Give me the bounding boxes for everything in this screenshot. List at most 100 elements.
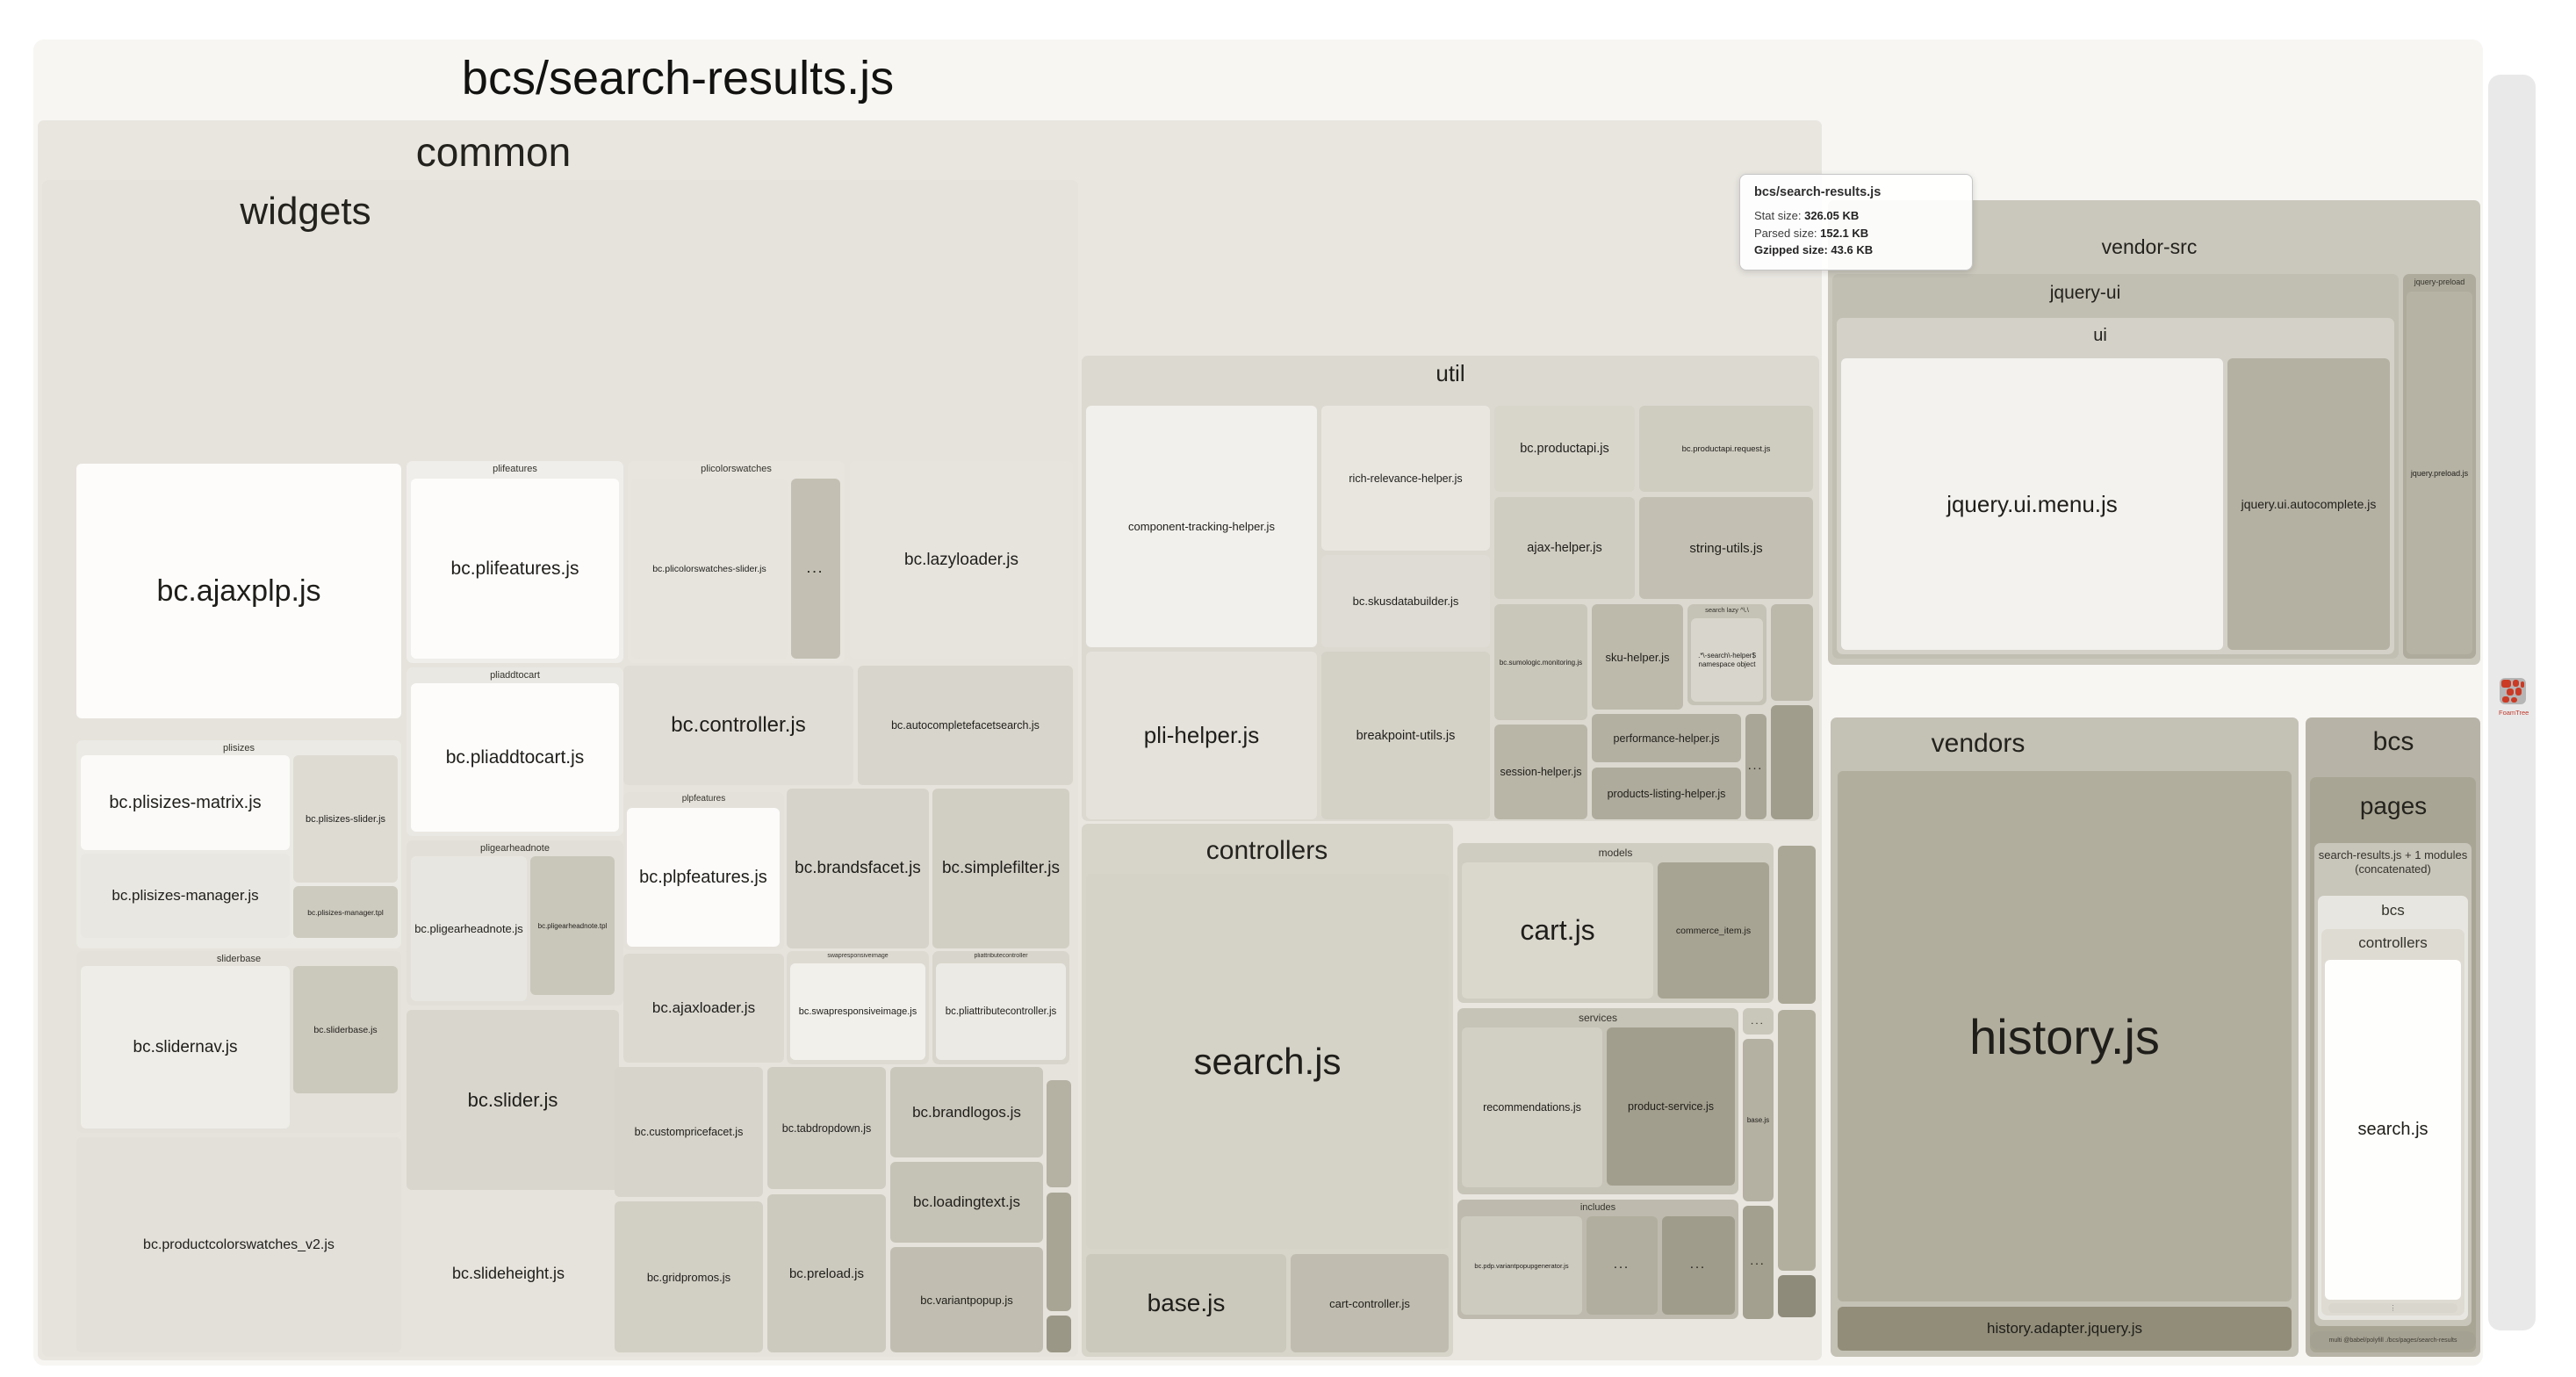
group-label-jquery-ui: jquery-ui — [2049, 283, 2121, 303]
node-bc-ajaxloader-js[interactable]: bc.ajaxloader.js — [623, 954, 784, 1063]
node-pli-helper-js[interactable]: pli-helper.js — [1086, 652, 1317, 819]
node-session-helper-js[interactable]: session-helper.js — [1494, 725, 1587, 819]
group-label-common: common — [415, 129, 572, 175]
node-bc-plisizes-matrix-js[interactable]: bc.plisizes-matrix.js — [81, 755, 290, 850]
tooltip-title: bcs/search-results.js — [1754, 185, 1882, 199]
node-commerce-item-js[interactable]: commerce_item.js — [1658, 862, 1769, 999]
node-bc-brandsfacet-js[interactable]: bc.brandsfacet.js — [787, 789, 929, 948]
foamtree-attribution[interactable]: FoamTree — [2499, 678, 2529, 717]
node-jquery-ui-autocomplete-js[interactable]: jquery.ui.autocomplete.js — [2227, 358, 2390, 650]
group-label-ui: ui — [2093, 326, 2107, 345]
foamtree-attribution-label: FoamTree — [2499, 709, 2529, 717]
node-small-module[interactable] — [1047, 1316, 1071, 1352]
node-rich-relevance-helper-js[interactable]: rich-relevance-helper.js — [1321, 406, 1490, 551]
node-performance-helper-js[interactable]: performance-helper.js — [1592, 714, 1741, 762]
node-bc-plisizes-manager-tpl[interactable]: bc.plisizes-manager.tpl — [293, 886, 398, 938]
node-history-adapter-jquery-js[interactable]: history.adapter.jquery.js — [1838, 1307, 2292, 1351]
group-label-widgets: widgets — [240, 190, 371, 233]
node-ajax-helper-js[interactable]: ajax-helper.js — [1494, 497, 1635, 599]
node-bc-tabdropdown-js[interactable]: bc.tabdropdown.js — [767, 1067, 886, 1189]
node-bc-pliaddtocart-js[interactable]: bc.pliaddtocart.js — [411, 683, 619, 832]
node-products-listing-helper-js[interactable]: products-listing-helper.js — [1592, 768, 1741, 819]
node-ellipsis[interactable]: ... — [1587, 1216, 1658, 1315]
group-label-pliattributecontroller: pliattributecontroller — [974, 953, 1028, 959]
group-label-plicolorswatches: plicolorswatches — [701, 464, 772, 474]
node-recommendations-js[interactable]: recommendations.js — [1462, 1027, 1602, 1187]
group-label-sliderbase: sliderbase — [216, 954, 262, 964]
node-bc-productcolorswatches-v2-js[interactable]: bc.productcolorswatches_v2.js — [76, 1137, 401, 1352]
node-sku-helper-js[interactable]: sku-helper.js — [1592, 604, 1683, 710]
node-bc-slider-js[interactable]: bc.slider.js — [407, 1010, 619, 1190]
node-string-utils-js[interactable]: string-utils.js — [1639, 497, 1813, 599]
group-label-search-results-concat: search-results.js + 1 modules (concatena… — [2318, 848, 2468, 876]
group-label-includes: includes — [1579, 1202, 1616, 1213]
node-bc-lazyloader-js[interactable]: bc.lazyloader.js — [850, 461, 1073, 659]
node-bc-pligearheadnote-tpl[interactable]: bc.pligearheadnote.tpl — [530, 856, 615, 995]
node-bc-swapresponsiveimage-js[interactable]: bc.swapresponsiveimage.js — [790, 963, 925, 1060]
node-ellipsis[interactable]: ... — [791, 479, 840, 659]
node-small-module[interactable] — [1778, 1275, 1816, 1317]
node-controllers-base-js[interactable]: base.js — [1086, 1254, 1286, 1352]
node-bc-custompricefacet-js[interactable]: bc.custompricefacet.js — [615, 1067, 763, 1197]
group-label-pligearheadnote: pligearheadnote — [480, 843, 550, 854]
node-ellipsis[interactable]: ... — [1743, 1008, 1774, 1035]
node-bc-ajaxplp-js[interactable]: bc.ajaxplp.js — [76, 464, 401, 718]
node-cart-js[interactable]: cart.js — [1462, 862, 1653, 999]
node-jquery-preload-js[interactable]: jquery.preload.js — [2407, 292, 2472, 654]
node-ellipsis[interactable]: ... — [1662, 1216, 1735, 1315]
group-label-controllers: controllers — [1205, 836, 1328, 865]
node-bc-skusdatabuilder-js[interactable]: bc.skusdatabuilder.js — [1321, 555, 1490, 647]
node-small-module[interactable] — [1778, 1010, 1816, 1271]
node-multi-babel-polyfill-entry[interactable]: multi @babel/polyfill ./bcs/pages/search… — [2310, 1331, 2476, 1350]
node-bc-plisizes-slider-js[interactable]: bc.plisizes-slider.js — [293, 755, 398, 883]
group-label-models: models — [1598, 847, 1633, 859]
node-bc-pliattributecontroller-js[interactable]: bc.pliattributecontroller.js — [936, 963, 1066, 1060]
node-cart-controller-js[interactable]: cart-controller.js — [1291, 1254, 1449, 1352]
tooltip-gzipped-size: Gzipped size: 43.6 KB — [1754, 243, 1874, 256]
node-component-tracking-helper-js[interactable]: component-tracking-helper.js — [1086, 406, 1317, 647]
node-history-js[interactable]: history.js — [1838, 771, 2292, 1301]
node-controllers-search-js[interactable]: search.js — [1086, 874, 1449, 1249]
node-small-module[interactable] — [1771, 705, 1813, 819]
node-product-service-js[interactable]: product-service.js — [1607, 1027, 1735, 1186]
node-bc-plisizes-manager-js[interactable]: bc.plisizes-manager.js — [81, 854, 290, 938]
node-small-module[interactable] — [1771, 604, 1813, 701]
group-label-bcs: bcs — [2372, 727, 2414, 756]
node-bc-brandlogos-js[interactable]: bc.brandlogos.js — [890, 1067, 1043, 1157]
node-ellipsis[interactable]: ... — [1743, 1206, 1774, 1319]
node-bc-sumologic-monitoring-js[interactable]: bc.sumologic.monitoring.js — [1494, 604, 1587, 720]
tooltip-parsed-size: Parsed size: 152.1 KB — [1754, 226, 1869, 240]
node-breakpoint-utils-js[interactable]: breakpoint-utils.js — [1321, 652, 1490, 819]
node-bc-productapi-js[interactable]: bc.productapi.js — [1494, 406, 1635, 492]
node-bc-pdp-variantpopupgenerator-js[interactable]: bc.pdp.variantpopupgenerator.js — [1461, 1216, 1582, 1315]
group-label-vendor-src: vendor-src — [2101, 235, 2198, 258]
node-bc-sliderbase-js[interactable]: bc.sliderbase.js — [293, 966, 398, 1093]
group-label-jquery-preload: jquery-preload — [2414, 278, 2465, 286]
node-bc-simplefilter-js[interactable]: bc.simplefilter.js — [932, 789, 1069, 948]
group-label-plifeatures: plifeatures — [493, 464, 537, 474]
node-search-helper-namespace-object[interactable]: .*\-search\-helper$ namespace object — [1691, 618, 1763, 702]
node-bc-loadingtext-js[interactable]: bc.loadingtext.js — [890, 1162, 1043, 1243]
group-label-vendors: vendors — [1931, 729, 2026, 758]
node-ellipsis[interactable]: ... — [1745, 714, 1767, 819]
node-bc-plpfeatures-js[interactable]: bc.plpfeatures.js — [627, 808, 780, 947]
node-small-module[interactable] — [1047, 1080, 1071, 1187]
node-bc-plifeatures-js[interactable]: bc.plifeatures.js — [411, 479, 619, 659]
node-bc-plicolorswatches-slider-js[interactable]: bc.plicolorswatches-slider.js — [631, 479, 788, 659]
node-bc-pligearheadnote-js[interactable]: bc.pligearheadnote.js — [411, 856, 527, 1001]
mini-scrollbar[interactable]: ⋮ — [2328, 1303, 2457, 1313]
node-bc-variantpopup-js[interactable]: bc.variantpopup.js — [890, 1247, 1043, 1352]
node-small-module[interactable] — [1047, 1193, 1071, 1311]
node-bc-autocompletefacetsearch-js[interactable]: bc.autocompletefacetsearch.js — [858, 666, 1073, 785]
node-jquery-ui-menu-js[interactable]: jquery.ui.menu.js — [1841, 358, 2223, 650]
node-bc-controller-js[interactable]: bc.controller.js — [623, 666, 853, 785]
node-bcs-search-js[interactable]: search.js — [2325, 960, 2461, 1300]
node-base-js-small[interactable]: base.js — [1743, 1039, 1774, 1201]
node-bc-preload-js[interactable]: bc.preload.js — [767, 1194, 886, 1352]
node-bc-slideheight-js[interactable]: bc.slideheight.js — [407, 1194, 610, 1352]
node-bc-gridpromos-js[interactable]: bc.gridpromos.js — [615, 1201, 763, 1352]
node-bc-productapi-request-js[interactable]: bc.productapi.request.js — [1639, 406, 1813, 492]
group-label-plisizes: plisizes — [222, 743, 255, 753]
node-bc-slidernav-js[interactable]: bc.slidernav.js — [81, 966, 290, 1128]
node-small-module[interactable] — [1778, 846, 1816, 1004]
